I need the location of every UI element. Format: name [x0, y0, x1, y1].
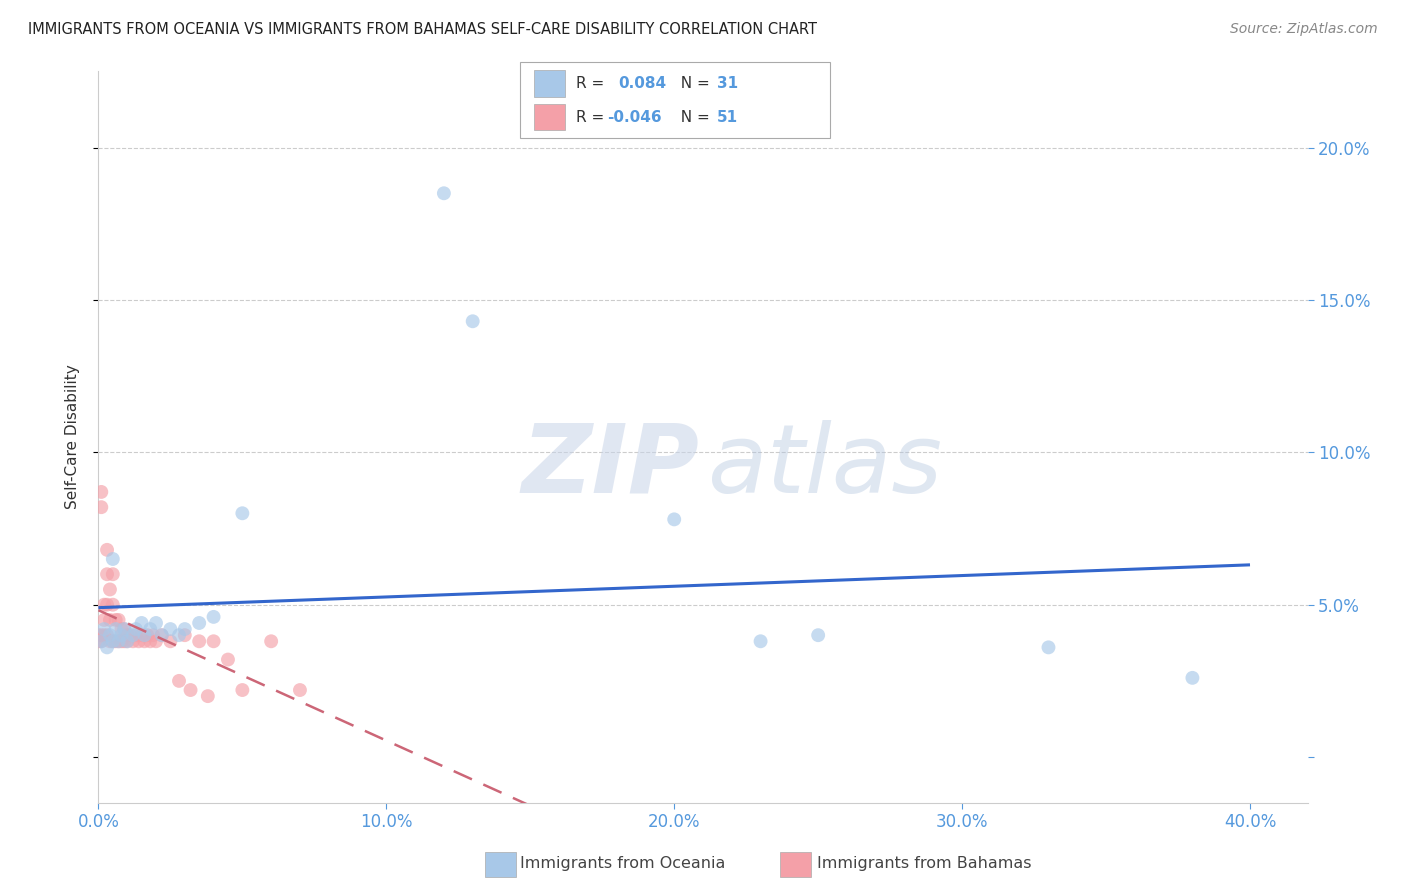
Text: N =: N = [671, 76, 714, 91]
Point [139, 634, 162, 648]
Point [107, 613, 129, 627]
Point [87, 634, 110, 648]
Text: R =: R = [576, 110, 610, 125]
Point [115, 628, 138, 642]
Point [167, 673, 190, 688]
Point [1181, 671, 1204, 685]
Point [110, 634, 132, 648]
Point [1038, 640, 1060, 655]
Point [90, 634, 112, 648]
Point [134, 628, 156, 642]
Point [112, 622, 135, 636]
Point [112, 622, 135, 636]
Point [90, 634, 112, 648]
Point [115, 634, 138, 648]
Point [142, 628, 165, 642]
Point [98, 613, 121, 627]
Point [197, 689, 219, 703]
Text: R =: R = [576, 76, 610, 91]
Point [98, 628, 121, 642]
Text: Source: ZipAtlas.com: Source: ZipAtlas.com [1230, 22, 1378, 37]
Point [120, 628, 142, 642]
Text: 0.084: 0.084 [619, 76, 666, 91]
Text: Immigrants from Bahamas: Immigrants from Bahamas [817, 856, 1032, 871]
Point [150, 628, 173, 642]
Point [173, 622, 195, 636]
Point [96, 640, 118, 655]
Point [125, 622, 148, 636]
Point [98, 582, 121, 597]
Point [807, 628, 830, 642]
Text: ZIP: ZIP [522, 420, 699, 513]
Point [188, 634, 211, 648]
Point [93, 613, 115, 627]
Text: 31: 31 [717, 76, 738, 91]
Point [202, 634, 225, 648]
Point [96, 542, 118, 557]
Point [96, 598, 118, 612]
Point [167, 628, 190, 642]
Point [115, 634, 138, 648]
Text: 51: 51 [717, 110, 738, 125]
Point [104, 634, 127, 648]
Point [150, 628, 173, 642]
Point [93, 628, 115, 642]
Point [104, 613, 127, 627]
Point [145, 634, 167, 648]
Point [134, 634, 156, 648]
Point [159, 634, 181, 648]
Point [104, 622, 127, 636]
Point [93, 598, 115, 612]
Point [90, 500, 112, 515]
Y-axis label: Self-Care Disability: Self-Care Disability [65, 365, 80, 509]
Point [96, 567, 118, 582]
Point [110, 628, 132, 642]
Point [101, 634, 124, 648]
Point [664, 512, 686, 526]
Point [93, 622, 115, 636]
Point [90, 628, 112, 642]
Point [110, 622, 132, 636]
Point [231, 683, 253, 698]
Point [96, 628, 118, 642]
Point [173, 628, 195, 642]
Point [131, 628, 153, 642]
Point [461, 314, 484, 328]
Point [749, 634, 772, 648]
Point [107, 634, 129, 648]
Point [217, 652, 239, 666]
Point [188, 615, 211, 630]
Text: IMMIGRANTS FROM OCEANIA VS IMMIGRANTS FROM BAHAMAS SELF-CARE DISABILITY CORRELAT: IMMIGRANTS FROM OCEANIA VS IMMIGRANTS FR… [28, 22, 817, 37]
Point [101, 634, 124, 648]
Point [112, 634, 135, 648]
Point [180, 683, 202, 698]
Point [125, 628, 148, 642]
Point [98, 634, 121, 648]
Point [128, 634, 150, 648]
Point [131, 615, 153, 630]
Point [107, 634, 129, 648]
Point [139, 622, 162, 636]
Point [101, 552, 124, 566]
Point [433, 186, 456, 201]
Point [136, 628, 159, 642]
Point [101, 598, 124, 612]
Point [87, 628, 110, 642]
Point [159, 622, 181, 636]
Point [101, 567, 124, 582]
Text: N =: N = [671, 110, 714, 125]
Point [145, 615, 167, 630]
Point [231, 506, 253, 520]
Point [202, 610, 225, 624]
Text: Immigrants from Oceania: Immigrants from Oceania [520, 856, 725, 871]
Text: atlas: atlas [707, 420, 942, 513]
Point [260, 634, 283, 648]
Point [288, 683, 311, 698]
Point [122, 634, 145, 648]
Point [90, 485, 112, 500]
Text: -0.046: -0.046 [607, 110, 662, 125]
Point [122, 628, 145, 642]
